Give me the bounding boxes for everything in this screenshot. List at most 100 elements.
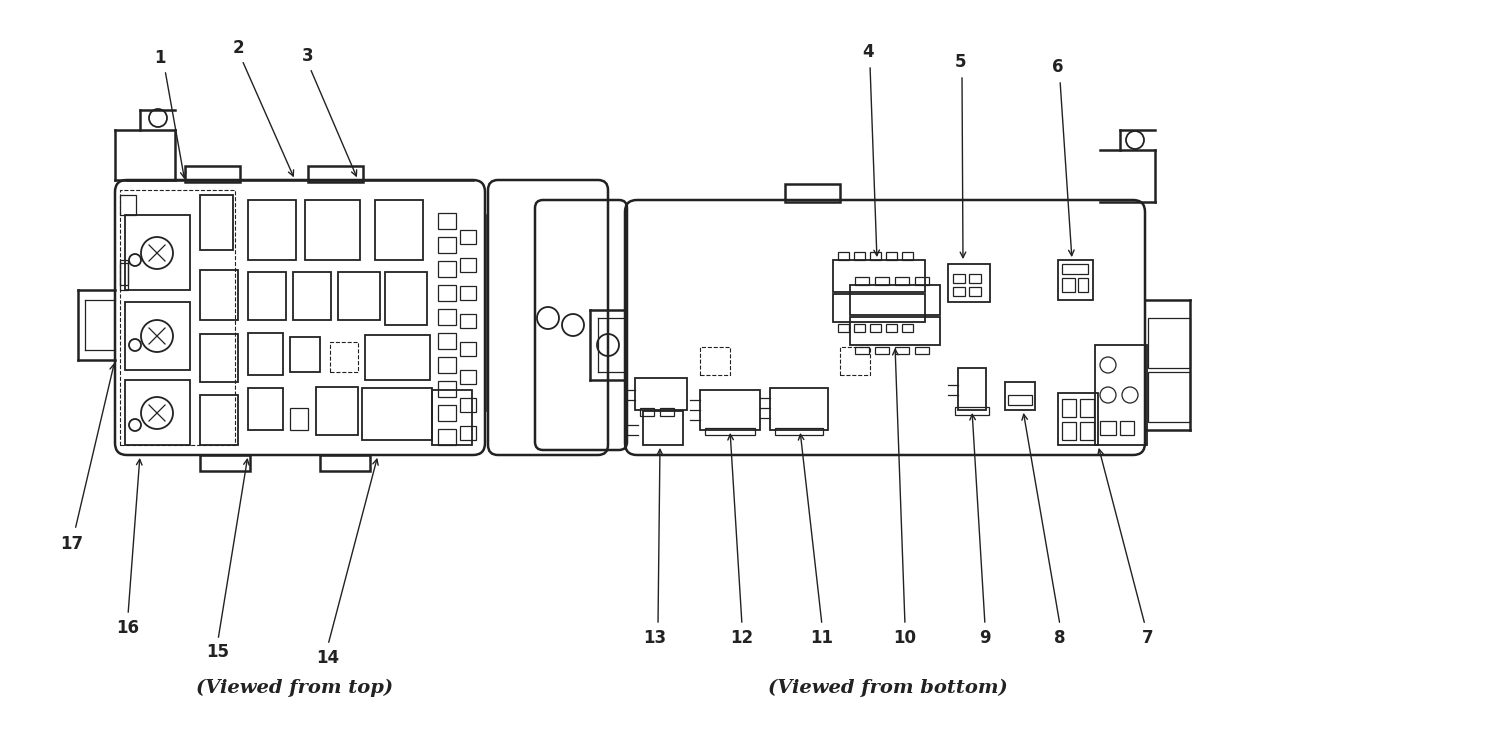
Bar [247, 333, 284, 375]
Bar [1099, 421, 1116, 435]
Bar [896, 347, 909, 354]
Text: 1: 1 [154, 49, 166, 67]
Bar [201, 395, 238, 445]
Bar [854, 252, 866, 260]
Bar [437, 381, 455, 397]
Bar [385, 272, 427, 325]
Bar [870, 324, 881, 332]
Bar [854, 324, 866, 332]
Bar [1148, 318, 1190, 368]
Bar [953, 287, 965, 296]
Bar [121, 263, 128, 285]
Text: 6: 6 [1053, 58, 1063, 76]
Bar [955, 407, 989, 415]
Bar [887, 324, 897, 332]
Bar [437, 213, 455, 229]
Bar [639, 408, 654, 416]
Bar [771, 388, 828, 430]
Text: (Viewed from bottom): (Viewed from bottom) [768, 679, 1007, 697]
Bar [320, 455, 369, 471]
Bar [1062, 422, 1077, 440]
Bar [838, 252, 849, 260]
Bar [290, 337, 320, 372]
Bar [338, 272, 380, 320]
Bar [887, 252, 897, 260]
Bar [1062, 399, 1077, 417]
Bar [855, 347, 869, 354]
Text: 16: 16 [116, 619, 140, 637]
Bar [896, 277, 909, 285]
Bar [317, 387, 357, 435]
Text: 4: 4 [863, 43, 873, 61]
Bar [870, 252, 881, 260]
Bar [949, 264, 989, 302]
Bar [201, 270, 238, 320]
Bar [437, 405, 455, 421]
Bar [125, 215, 190, 290]
Bar [437, 309, 455, 325]
Bar [460, 398, 477, 412]
Bar [855, 277, 869, 285]
Bar [247, 388, 284, 430]
Bar [125, 380, 190, 445]
Bar [375, 200, 424, 260]
Bar [902, 252, 912, 260]
Bar [875, 347, 890, 354]
Text: 14: 14 [317, 649, 339, 667]
Bar [1148, 372, 1190, 422]
Text: 10: 10 [894, 629, 917, 647]
Bar [201, 334, 238, 382]
Bar [706, 428, 756, 435]
Bar [953, 274, 965, 283]
Bar [437, 357, 455, 373]
Bar [915, 347, 929, 354]
Bar [700, 390, 760, 430]
Text: 9: 9 [979, 629, 991, 647]
Bar [1080, 422, 1093, 440]
Text: 15: 15 [207, 643, 229, 661]
Bar [308, 166, 363, 182]
Bar [970, 287, 982, 296]
Bar [1059, 393, 1098, 445]
Bar [1062, 264, 1087, 274]
Bar [121, 190, 235, 445]
Bar [1080, 399, 1093, 417]
Bar [305, 200, 360, 260]
Bar [1007, 395, 1031, 405]
Bar [875, 277, 890, 285]
Bar [460, 370, 477, 384]
Bar [330, 342, 357, 372]
Bar [290, 408, 308, 430]
Bar [437, 237, 455, 253]
Bar [1004, 382, 1034, 410]
Bar [832, 294, 924, 322]
Bar [121, 195, 136, 215]
Bar [437, 429, 455, 445]
Bar [121, 260, 128, 290]
Text: 2: 2 [232, 39, 244, 57]
Bar [247, 200, 296, 260]
Bar [1062, 278, 1075, 292]
Bar [635, 378, 688, 410]
Text: 17: 17 [60, 535, 83, 553]
Bar [775, 428, 823, 435]
Bar [362, 388, 431, 440]
Text: (Viewed from top): (Viewed from top) [196, 679, 394, 697]
Bar [437, 261, 455, 277]
Bar [365, 335, 430, 380]
Bar [1078, 278, 1087, 292]
Text: 8: 8 [1054, 629, 1066, 647]
Bar [700, 347, 730, 375]
Bar [851, 285, 939, 315]
Bar [460, 426, 477, 440]
Bar [786, 184, 840, 202]
Bar [437, 285, 455, 301]
Bar [431, 390, 472, 445]
Bar [958, 368, 986, 410]
Text: 3: 3 [302, 47, 314, 65]
Bar [293, 272, 330, 320]
Bar [851, 317, 939, 345]
Bar [838, 324, 849, 332]
Bar [902, 324, 912, 332]
Bar [642, 411, 683, 445]
